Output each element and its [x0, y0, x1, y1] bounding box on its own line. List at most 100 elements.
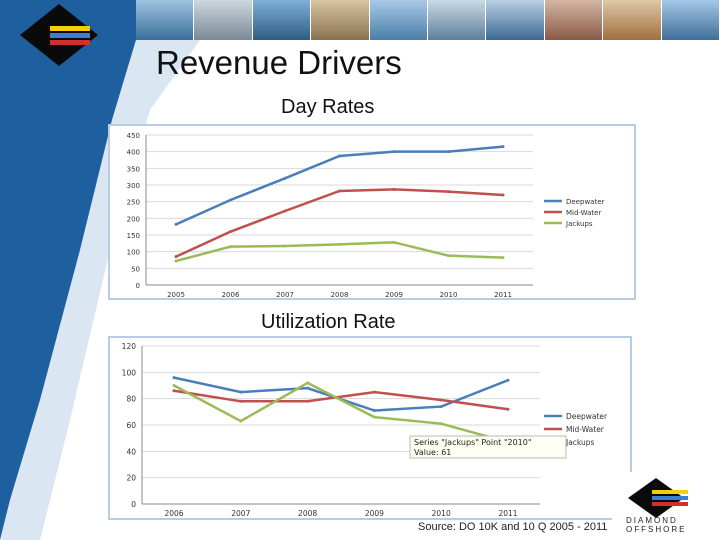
chart1-title: Day Rates — [281, 96, 375, 118]
logo-text: DIAMOND OFFSHORE — [626, 516, 687, 534]
chart2-x-ticks: 2006 2007 2008 2009 2010 2011 — [164, 509, 517, 518]
legend-label: Deepwater — [566, 412, 608, 421]
legend-label: Deepwater — [566, 198, 605, 206]
y-tick-label: 50 — [131, 265, 140, 273]
data-point — [283, 244, 287, 248]
logo-mark — [628, 478, 688, 518]
data-point — [506, 407, 510, 411]
photo-rig — [369, 0, 429, 40]
chart2-grid — [141, 345, 540, 505]
chart1-x-ticks: 2005 2006 2007 2008 2009 2010 2011 — [167, 291, 512, 299]
y-tick-label: 150 — [127, 232, 140, 240]
utilization-rate-chart: 0 20 40 60 80 100 120 2006 2007 2008 2009 2010 2011… — [108, 336, 632, 520]
y-tick-label: 250 — [127, 199, 140, 207]
y-tick-label: 0 — [131, 500, 136, 509]
data-point — [439, 422, 443, 426]
x-tick-label: 2009 — [385, 291, 403, 299]
data-point — [306, 386, 310, 390]
data-point — [338, 154, 341, 158]
x-tick-label: 2005 — [167, 291, 185, 299]
data-point — [439, 398, 443, 402]
data-point — [239, 419, 243, 423]
source-note: Source: DO 10K and 10 Q 2005 - 2011 — [418, 521, 608, 533]
y-tick-label: 40 — [126, 447, 136, 456]
legend-label: Mid-Water — [566, 209, 601, 217]
data-point — [239, 399, 243, 403]
data-point — [174, 255, 178, 259]
data-point — [229, 230, 232, 234]
x-tick-label: 2009 — [365, 509, 384, 518]
x-tick-label: 2007 — [231, 509, 250, 518]
data-point — [338, 242, 341, 246]
data-point — [392, 187, 396, 191]
y-tick-label: 100 — [127, 249, 140, 257]
data-point — [229, 198, 232, 202]
tooltip-box — [409, 435, 567, 459]
legend-label: Mid-Water — [566, 425, 605, 434]
y-tick-label: 100 — [122, 368, 137, 377]
series-line-mid-water — [173, 389, 509, 411]
data-point — [372, 409, 376, 413]
photo-rig — [252, 0, 312, 40]
chart2-series — [172, 376, 510, 444]
y-tick-label: 200 — [127, 215, 140, 223]
chart1-y-ticks: 0 50 100 150 200 250 300 350 400 450 — [127, 132, 140, 290]
data-point — [372, 415, 376, 419]
legend-label: Jackups — [565, 438, 595, 447]
chart1-series — [174, 145, 505, 263]
data-point — [447, 190, 450, 194]
y-tick-label: 60 — [126, 421, 136, 430]
sidebar-light-band — [0, 0, 200, 540]
photo-rig — [486, 0, 545, 40]
x-tick-label: 2011 — [498, 509, 517, 518]
data-point — [174, 222, 178, 226]
sidebar-blue-band — [0, 0, 136, 540]
data-point — [306, 399, 310, 403]
chart1-legend: Deepwater Mid-Water Jackups — [544, 198, 605, 228]
data-point — [172, 376, 176, 380]
photo-rig — [428, 0, 487, 40]
slide-title: Revenue Drivers — [156, 44, 402, 81]
x-tick-label: 2008 — [331, 291, 349, 299]
data-point — [172, 389, 176, 393]
y-tick-label: 300 — [127, 182, 140, 190]
y-tick-label: 400 — [127, 149, 140, 157]
chart2-tooltip: Series "Jackups" Point "2010" Value: 61 — [409, 435, 567, 459]
y-tick-label: 350 — [127, 165, 140, 173]
x-tick-label: 2011 — [494, 291, 512, 299]
chart2-title: Utilization Rate — [261, 311, 396, 333]
photo-rig — [136, 0, 195, 40]
photo-rig — [603, 0, 662, 40]
sidebar-decoration — [0, 0, 200, 540]
x-tick-label: 2010 — [440, 291, 458, 299]
tooltip-line2: Value: 61 — [414, 448, 451, 457]
data-point — [306, 381, 310, 385]
data-point — [172, 384, 176, 387]
data-point — [447, 150, 450, 154]
day-rates-chart: 0 50 100 150 200 250 300 350 400 450 2005 2006 2007… — [108, 124, 636, 300]
company-logo-bottom: DIAMOND OFFSHORE — [612, 472, 718, 538]
chart2-y-ticks: 0 20 40 60 80 100 120 — [122, 342, 137, 509]
y-tick-label: 20 — [126, 474, 136, 483]
y-tick-label: 450 — [127, 132, 140, 140]
data-point — [501, 193, 505, 197]
legend-label: Jackups — [565, 220, 593, 228]
data-point — [447, 254, 450, 258]
x-tick-label: 2006 — [222, 291, 240, 299]
photo-rig — [661, 0, 720, 40]
tooltip-line1: Series "Jackups" Point "2010" — [414, 438, 532, 447]
data-point — [392, 150, 396, 154]
data-point — [338, 189, 341, 193]
x-tick-label: 2010 — [432, 509, 451, 518]
data-point — [283, 176, 287, 180]
photo-equipment — [194, 0, 253, 40]
data-point — [501, 256, 505, 260]
x-tick-label: 2006 — [164, 509, 183, 518]
y-tick-label: 120 — [122, 342, 137, 351]
company-logo-top — [20, 4, 98, 66]
y-tick-label: 80 — [126, 395, 136, 404]
data-point — [372, 390, 376, 394]
data-point — [501, 145, 505, 149]
data-point — [439, 405, 443, 409]
